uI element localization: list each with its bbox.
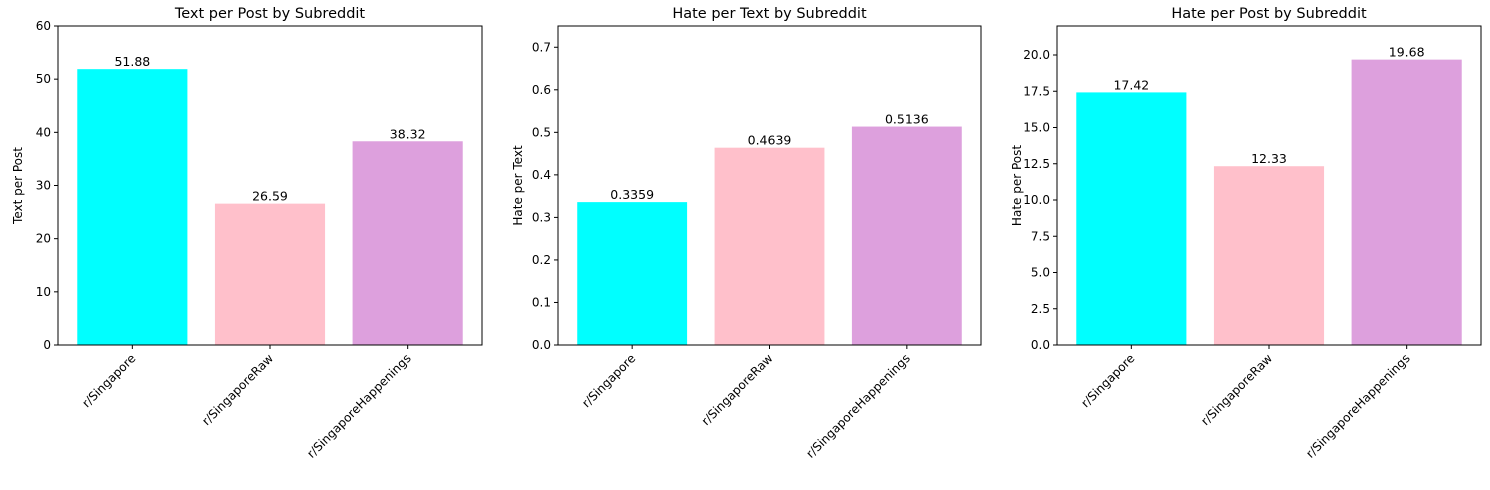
x-tick-label: r/Singapore: [579, 351, 638, 410]
bar-value-label: 38.32: [390, 126, 426, 141]
bar: [577, 202, 688, 345]
y-axis-label: Hate per Text: [511, 145, 525, 226]
bar: [77, 69, 188, 346]
y-tick-label: 0.2: [532, 253, 551, 267]
y-tick-label: 20.0: [1023, 48, 1050, 62]
chart-panel-3: Hate per Post by Subreddit 17.42 12.33 19.6…: [1010, 6, 1482, 461]
bar: [1076, 92, 1187, 345]
chart-title: Text per Post by Subreddit: [174, 6, 366, 22]
bar: [714, 147, 825, 345]
x-tick-label: r/SingaporeRaw: [199, 351, 276, 428]
bar-value-label: 17.42: [1113, 77, 1149, 92]
chart-panel-1: Text per Post by Subreddit 51.88 26.59 38.3…: [11, 6, 483, 461]
x-tick-label: r/Singapore: [79, 351, 138, 410]
x-tick-label: r/SingaporeRaw: [1198, 351, 1275, 428]
y-tick-label: 0.3: [532, 210, 551, 224]
y-tick-label: 20: [36, 232, 51, 246]
y-tick-label: 7.5: [1031, 229, 1050, 243]
y-tick-label: 17.5: [1023, 84, 1050, 98]
bar-value-label: 0.3359: [610, 187, 654, 202]
y-tick-label: 10: [36, 285, 51, 299]
y-tick-label: 0.0: [1031, 338, 1050, 352]
y-tick-label: 60: [36, 19, 51, 33]
bar-value-label: 12.33: [1251, 151, 1287, 166]
y-tick-label: 10.0: [1023, 193, 1050, 207]
y-tick-label: 0: [43, 338, 51, 352]
bar: [214, 203, 326, 345]
y-tick-label: 0.0: [532, 338, 551, 352]
y-tick-label: 30: [36, 179, 51, 193]
bar-value-label: 19.68: [1389, 45, 1425, 60]
y-tick-label: 50: [36, 72, 51, 86]
y-tick-label: 0.4: [532, 168, 551, 182]
bar-value-label: 0.4639: [748, 133, 792, 148]
y-tick-label: 15.0: [1023, 121, 1050, 135]
x-tick-label: r/SingaporeHappenings: [803, 351, 913, 461]
chart-title: Hate per Text by Subreddit: [672, 6, 867, 22]
y-tick-label: 0.1: [532, 295, 551, 309]
chart-panel-2: Hate per Text by Subreddit 0.3359 0.4639 0.…: [511, 6, 982, 461]
y-tick-label: 0.5: [532, 125, 551, 139]
bar-value-label: 0.5136: [885, 112, 929, 127]
y-tick-label: 40: [36, 125, 51, 139]
bar-value-label: 51.88: [114, 54, 150, 69]
y-axis-label: Text per Post: [11, 147, 25, 225]
bar: [1351, 59, 1462, 345]
bar: [1213, 166, 1325, 345]
bar: [851, 126, 962, 345]
y-axis-label: Hate per Post: [1010, 145, 1024, 226]
bar: [352, 141, 463, 345]
y-tick-label: 12.5: [1023, 157, 1050, 171]
y-tick-label: 0.6: [532, 83, 551, 97]
x-tick-label: r/SingaporeHappenings: [1303, 351, 1413, 461]
y-tick-label: 5.0: [1031, 266, 1050, 280]
x-tick-label: r/SingaporeHappenings: [304, 351, 414, 461]
y-tick-label: 0.7: [532, 40, 551, 54]
bar-value-label: 26.59: [252, 189, 288, 204]
chart-title: Hate per Post by Subreddit: [1171, 6, 1367, 22]
x-tick-label: r/Singapore: [1078, 351, 1137, 410]
y-tick-label: 2.5: [1031, 302, 1050, 316]
x-tick-label: r/SingaporeRaw: [699, 351, 776, 428]
